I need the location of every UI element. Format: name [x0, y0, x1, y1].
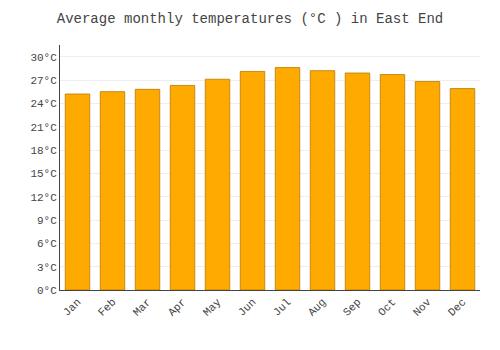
svg-text:3°C: 3°C	[37, 262, 57, 274]
svg-text:21°C: 21°C	[30, 122, 57, 134]
svg-text:15°C: 15°C	[30, 168, 57, 180]
svg-text:6°C: 6°C	[37, 238, 57, 250]
svg-text:9°C: 9°C	[37, 215, 57, 227]
svg-text:0°C: 0°C	[37, 285, 57, 297]
svg-text:Sep: Sep	[341, 296, 363, 318]
svg-text:Nov: Nov	[411, 296, 434, 319]
svg-text:27°C: 27°C	[30, 75, 57, 87]
svg-text:12°C: 12°C	[30, 192, 57, 204]
svg-text:Mar: Mar	[131, 296, 153, 318]
svg-text:Aug: Aug	[306, 296, 328, 318]
svg-text:24°C: 24°C	[30, 98, 57, 110]
svg-text:Oct: Oct	[376, 296, 398, 318]
svg-text:Jan: Jan	[61, 296, 83, 318]
svg-text:Average monthly temperatures (: Average monthly temperatures (°C ) in Ea…	[57, 11, 443, 27]
svg-text:May: May	[201, 296, 224, 319]
svg-text:18°C: 18°C	[30, 145, 57, 157]
svg-text:Jun: Jun	[236, 296, 258, 318]
svg-text:30°C: 30°C	[30, 52, 57, 64]
svg-text:Dec: Dec	[446, 296, 468, 318]
svg-text:Feb: Feb	[96, 296, 118, 318]
svg-text:Apr: Apr	[166, 296, 188, 318]
svg-text:Jul: Jul	[271, 296, 293, 318]
